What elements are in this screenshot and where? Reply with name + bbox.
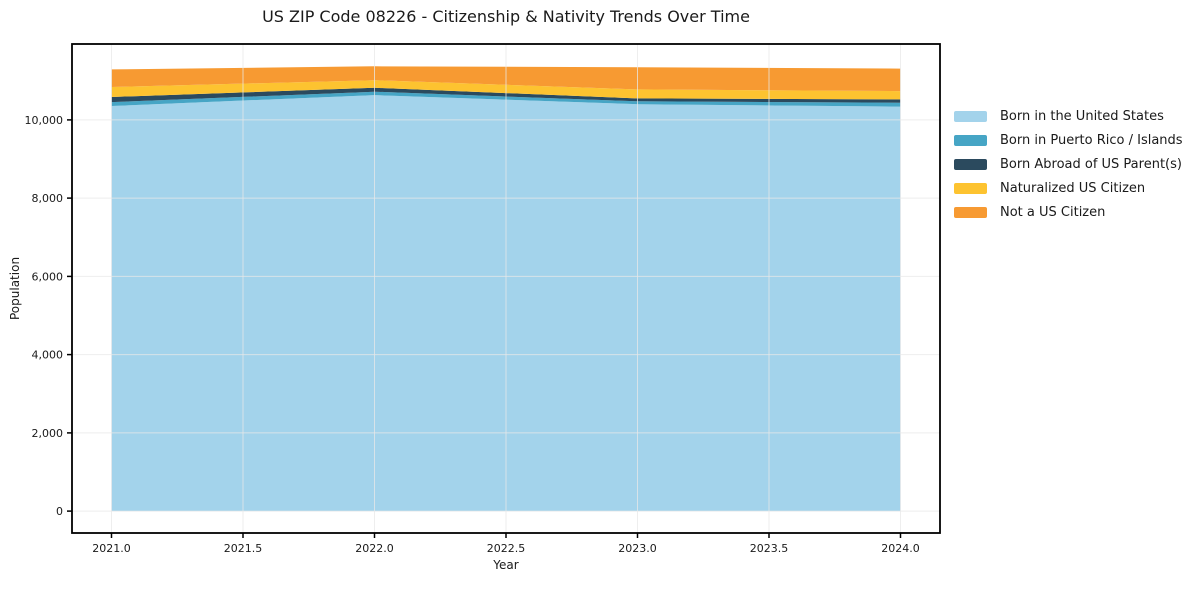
legend: Born in the United States Born in Puerto … <box>954 104 1183 224</box>
y-tick-label-2,000: 2,000 <box>32 427 64 440</box>
legend-swatch-icon <box>954 206 987 218</box>
x-tick-label-2021.5: 2021.5 <box>224 542 263 555</box>
x-tick-label-2021.0: 2021.0 <box>92 542 131 555</box>
x-tick-label-2022.0: 2022.0 <box>355 542 394 555</box>
legend-item-born-abroad-of-us-parent-s: Born Abroad of US Parent(s) <box>954 152 1183 176</box>
x-axis-title: Year <box>493 558 519 572</box>
legend-item-naturalized-us-citizen: Naturalized US Citizen <box>954 176 1183 200</box>
legend-swatch-icon <box>954 134 987 146</box>
x-tick-label-2023.0: 2023.0 <box>618 542 657 555</box>
legend-label: Naturalized US Citizen <box>1000 180 1146 196</box>
y-tick-label-6,000: 6,000 <box>32 270 64 283</box>
legend-item-born-in-puerto-rico-islands: Born in Puerto Rico / Islands <box>954 128 1183 152</box>
y-tick-label-0: 0 <box>56 505 63 518</box>
legend-swatch-icon <box>954 110 987 122</box>
y-tick-label-4,000: 4,000 <box>32 349 64 362</box>
legend-label: Born in the United States <box>1000 108 1164 124</box>
chart-title: US ZIP Code 08226 - Citizenship & Nativi… <box>262 7 750 26</box>
legend-swatch-icon <box>954 158 987 170</box>
legend-label: Born Abroad of US Parent(s) <box>1000 156 1182 172</box>
legend-swatch-icon <box>954 182 987 194</box>
legend-label: Not a US Citizen <box>1000 204 1106 220</box>
x-tick-label-2022.5: 2022.5 <box>487 542 526 555</box>
y-axis-title: Population <box>8 256 22 320</box>
legend-item-born-in-the-united-states: Born in the United States <box>954 104 1183 128</box>
legend-item-not-a-us-citizen: Not a US Citizen <box>954 200 1183 224</box>
y-tick-label-8,000: 8,000 <box>32 192 64 205</box>
legend-label: Born in Puerto Rico / Islands <box>1000 132 1183 148</box>
x-tick-label-2023.5: 2023.5 <box>750 542 789 555</box>
y-tick-label-10,000: 10,000 <box>25 114 64 127</box>
x-tick-label-2024.0: 2024.0 <box>881 542 920 555</box>
